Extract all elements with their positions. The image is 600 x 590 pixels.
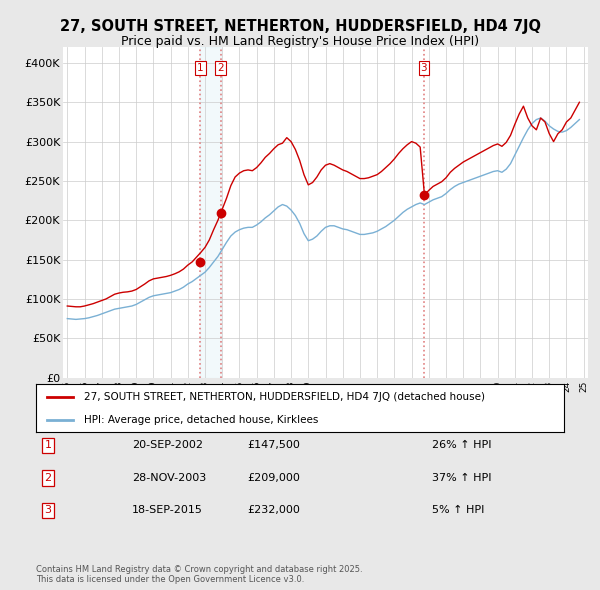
Text: 1: 1 [197,63,203,73]
Text: 1: 1 [44,441,52,450]
Bar [200,47,221,378]
Text: £232,000: £232,000 [247,506,300,515]
Text: Contains HM Land Registry data © Crown copyright and database right 2025.
This d: Contains HM Land Registry data © Crown c… [36,565,362,584]
Text: 20-SEP-2002: 20-SEP-2002 [132,441,203,450]
Text: 26% ↑ HPI: 26% ↑ HPI [432,441,491,450]
Text: 3: 3 [421,63,427,73]
Text: £209,000: £209,000 [247,473,300,483]
Text: 28-NOV-2003: 28-NOV-2003 [132,473,206,483]
Text: 5% ↑ HPI: 5% ↑ HPI [432,506,484,515]
Text: 18-SEP-2015: 18-SEP-2015 [132,506,203,515]
Text: 2: 2 [217,63,224,73]
Text: HPI: Average price, detached house, Kirklees: HPI: Average price, detached house, Kirk… [83,415,318,425]
Text: 2: 2 [44,473,52,483]
Text: £147,500: £147,500 [247,441,300,450]
Text: 27, SOUTH STREET, NETHERTON, HUDDERSFIELD, HD4 7JQ: 27, SOUTH STREET, NETHERTON, HUDDERSFIEL… [59,19,541,34]
Text: Price paid vs. HM Land Registry's House Price Index (HPI): Price paid vs. HM Land Registry's House … [121,35,479,48]
Text: 37% ↑ HPI: 37% ↑ HPI [432,473,491,483]
Text: 3: 3 [44,506,52,515]
Text: 27, SOUTH STREET, NETHERTON, HUDDERSFIELD, HD4 7JQ (detached house): 27, SOUTH STREET, NETHERTON, HUDDERSFIEL… [83,392,485,402]
